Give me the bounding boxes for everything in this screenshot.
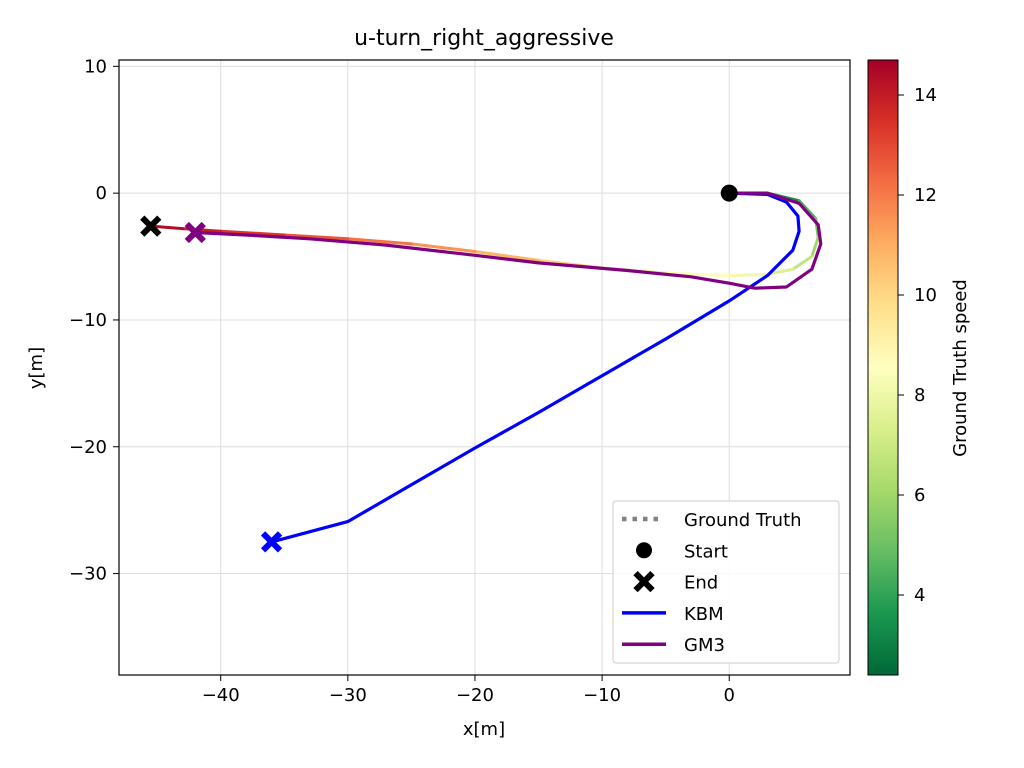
colorbar-tick-label: 4 — [914, 585, 925, 606]
y-tick-label: −10 — [69, 310, 107, 331]
kbm-line — [270, 191, 801, 544]
marker-layer — [140, 184, 738, 553]
legend-label: GM3 — [684, 635, 725, 656]
ground-truth-segment — [810, 236, 820, 259]
legend: Ground Truth Start End KBM GM3 — [612, 500, 840, 664]
x-axis-label: x[m] — [463, 719, 505, 740]
legend-label: End — [684, 573, 718, 594]
x-tick-label: −40 — [202, 685, 240, 706]
gm3-end-marker — [184, 221, 206, 244]
legend-label: KBM — [684, 604, 724, 625]
gm3-line — [193, 191, 823, 290]
ground-truth-segment — [409, 242, 477, 253]
legend-label: Start — [684, 541, 728, 562]
colorbar-label: Ground Truth speed — [950, 279, 971, 457]
legend-box — [612, 500, 840, 664]
x-stroke — [260, 531, 283, 553]
x-tick-label: −10 — [583, 685, 621, 706]
x-tick-label: 0 — [723, 685, 734, 706]
y-tick-label: 10 — [84, 56, 107, 77]
legend-item-ground-truth: Ground Truth — [622, 510, 802, 531]
x-axis-ticks: −40 −30 −20 −10 0 — [202, 675, 735, 706]
chart-title: u-turn_right_aggressive — [354, 26, 614, 51]
colorbar-ticks: 4 6 8 10 12 14 — [898, 85, 937, 606]
x-stroke — [140, 215, 162, 237]
y-axis-ticks: 10 0 −10 −20 −30 — [69, 56, 119, 585]
legend-item-start: Start — [636, 541, 728, 562]
x-stroke — [184, 221, 206, 244]
colorbar-tick-label: 10 — [914, 285, 937, 306]
ground-truth-segment — [727, 272, 769, 278]
series-layer — [149, 191, 823, 544]
colorbar-tick-label: 6 — [914, 485, 925, 506]
y-tick-label: −30 — [69, 564, 107, 585]
legend-item-end: End — [633, 570, 718, 594]
legend-label: Ground Truth — [684, 510, 802, 531]
colorbar-tick-label: 8 — [914, 385, 925, 406]
colorbar-tick-label: 12 — [914, 185, 937, 206]
plot-frame — [118, 59, 851, 676]
ground-truth-segment — [346, 237, 413, 246]
ground-truth-segment — [473, 249, 541, 262]
start-marker — [720, 184, 738, 202]
colorbar-tick-label: 14 — [914, 85, 937, 106]
x-stroke — [633, 570, 655, 593]
ground-truth-segment — [664, 271, 731, 278]
ground-truth-segment — [791, 255, 814, 271]
ground-truth-segment — [219, 229, 286, 237]
colorbar — [867, 59, 899, 676]
y-tick-label: 0 — [96, 183, 107, 204]
ground-truth-segment — [149, 224, 185, 231]
y-tick-label: −20 — [69, 437, 107, 458]
x-tick-label: −20 — [456, 685, 494, 706]
ground-truth-segment — [797, 199, 818, 221]
ground-truth-segment — [282, 233, 350, 241]
ground-truth-end-marker — [140, 215, 162, 237]
kbm-end-marker — [260, 531, 283, 553]
x-tick-label: −30 — [329, 685, 367, 706]
legend-item-kbm: KBM — [622, 604, 724, 625]
y-axis-label: y[m] — [26, 347, 47, 389]
legend-swatch — [636, 542, 652, 559]
legend-swatch — [633, 570, 655, 593]
legend-item-gm3: GM3 — [622, 635, 725, 656]
